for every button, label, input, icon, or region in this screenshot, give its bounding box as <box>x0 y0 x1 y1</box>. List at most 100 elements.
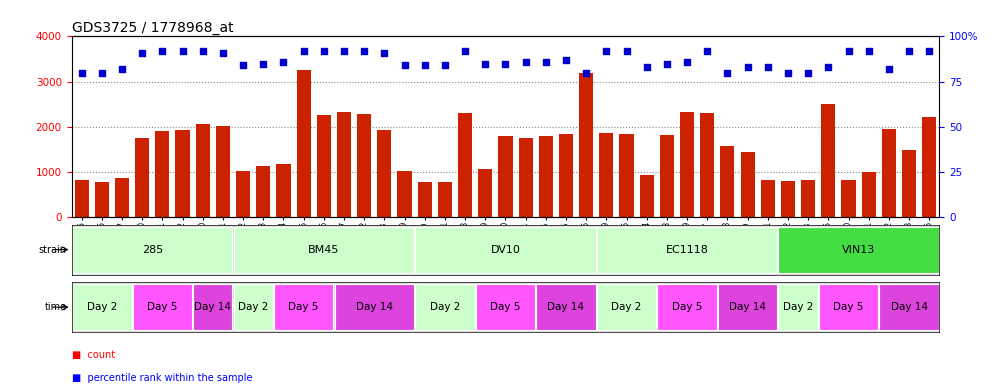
Bar <box>902 150 916 217</box>
Text: Day 5: Day 5 <box>672 302 703 312</box>
Bar <box>317 116 331 217</box>
Text: Day 14: Day 14 <box>356 302 393 312</box>
Text: time: time <box>45 302 67 312</box>
Point <box>902 48 917 54</box>
Point <box>759 64 775 70</box>
Point <box>740 64 755 70</box>
Point <box>377 50 393 56</box>
Point <box>316 48 332 54</box>
Point <box>518 59 534 65</box>
Bar <box>73 227 233 273</box>
Point <box>195 48 211 54</box>
Bar <box>721 146 735 217</box>
Text: GDS3725 / 1778968_at: GDS3725 / 1778968_at <box>72 22 234 35</box>
Bar <box>276 164 290 217</box>
Point <box>336 48 352 54</box>
Bar <box>657 284 717 330</box>
Bar <box>274 284 333 330</box>
Point <box>356 48 372 54</box>
Bar <box>660 135 674 217</box>
Point <box>598 48 614 54</box>
Point <box>397 62 413 68</box>
Bar <box>196 124 210 217</box>
Point <box>255 61 271 67</box>
Bar <box>559 134 574 217</box>
Bar <box>75 180 88 217</box>
Bar <box>476 284 535 330</box>
Text: Day 5: Day 5 <box>147 302 178 312</box>
Point <box>720 70 736 76</box>
Bar <box>357 114 371 217</box>
Bar <box>378 130 392 217</box>
Point <box>881 66 897 72</box>
Bar <box>478 169 492 217</box>
Bar <box>458 113 472 217</box>
Bar <box>216 126 230 217</box>
Bar <box>256 166 270 217</box>
Text: Day 14: Day 14 <box>195 302 232 312</box>
Point <box>295 48 311 54</box>
Bar <box>176 130 190 217</box>
Point <box>679 59 695 65</box>
Text: 285: 285 <box>142 245 163 255</box>
Text: Day 2: Day 2 <box>238 302 268 312</box>
Bar <box>417 182 431 217</box>
Bar <box>337 112 351 217</box>
Text: Day 2: Day 2 <box>86 302 117 312</box>
Text: Day 5: Day 5 <box>288 302 319 312</box>
Point <box>820 64 836 70</box>
Bar <box>596 227 777 273</box>
Bar <box>537 284 595 330</box>
Point <box>800 70 816 76</box>
Bar <box>73 284 131 330</box>
Bar <box>415 284 474 330</box>
Text: Day 14: Day 14 <box>730 302 766 312</box>
Text: BM45: BM45 <box>308 245 340 255</box>
Text: EC1118: EC1118 <box>666 245 709 255</box>
Bar <box>155 131 169 217</box>
Bar <box>640 175 654 217</box>
Point <box>93 70 109 76</box>
Bar <box>498 136 513 217</box>
Bar <box>94 182 109 217</box>
Bar <box>781 181 795 217</box>
Point <box>457 48 473 54</box>
Point <box>538 59 554 65</box>
Point <box>558 57 574 63</box>
Bar <box>880 284 938 330</box>
Bar <box>718 284 777 330</box>
Bar <box>234 227 414 273</box>
Bar <box>842 180 856 217</box>
Bar <box>922 117 936 217</box>
Point <box>134 50 150 56</box>
Bar <box>778 227 938 273</box>
Text: VIN13: VIN13 <box>842 245 876 255</box>
Bar <box>680 112 694 217</box>
Text: Day 2: Day 2 <box>783 302 813 312</box>
Point <box>780 70 796 76</box>
Bar <box>115 178 129 217</box>
Bar <box>819 284 878 330</box>
Point <box>154 48 170 54</box>
Text: Day 5: Day 5 <box>833 302 864 312</box>
Text: strain: strain <box>39 245 67 255</box>
Bar <box>619 134 633 217</box>
Bar <box>415 227 595 273</box>
Bar <box>882 129 896 217</box>
Bar <box>335 284 414 330</box>
Bar <box>193 284 233 330</box>
Bar <box>599 134 613 217</box>
Point <box>498 61 514 67</box>
Text: ■  percentile rank within the sample: ■ percentile rank within the sample <box>72 373 252 383</box>
Text: DV10: DV10 <box>490 245 521 255</box>
Text: Day 2: Day 2 <box>429 302 460 312</box>
Bar <box>296 70 311 217</box>
Bar <box>580 73 593 217</box>
Point <box>700 48 716 54</box>
Point <box>175 48 191 54</box>
Point <box>215 50 231 56</box>
Point <box>236 62 251 68</box>
Text: Day 14: Day 14 <box>891 302 927 312</box>
Point <box>477 61 493 67</box>
Point <box>618 48 634 54</box>
